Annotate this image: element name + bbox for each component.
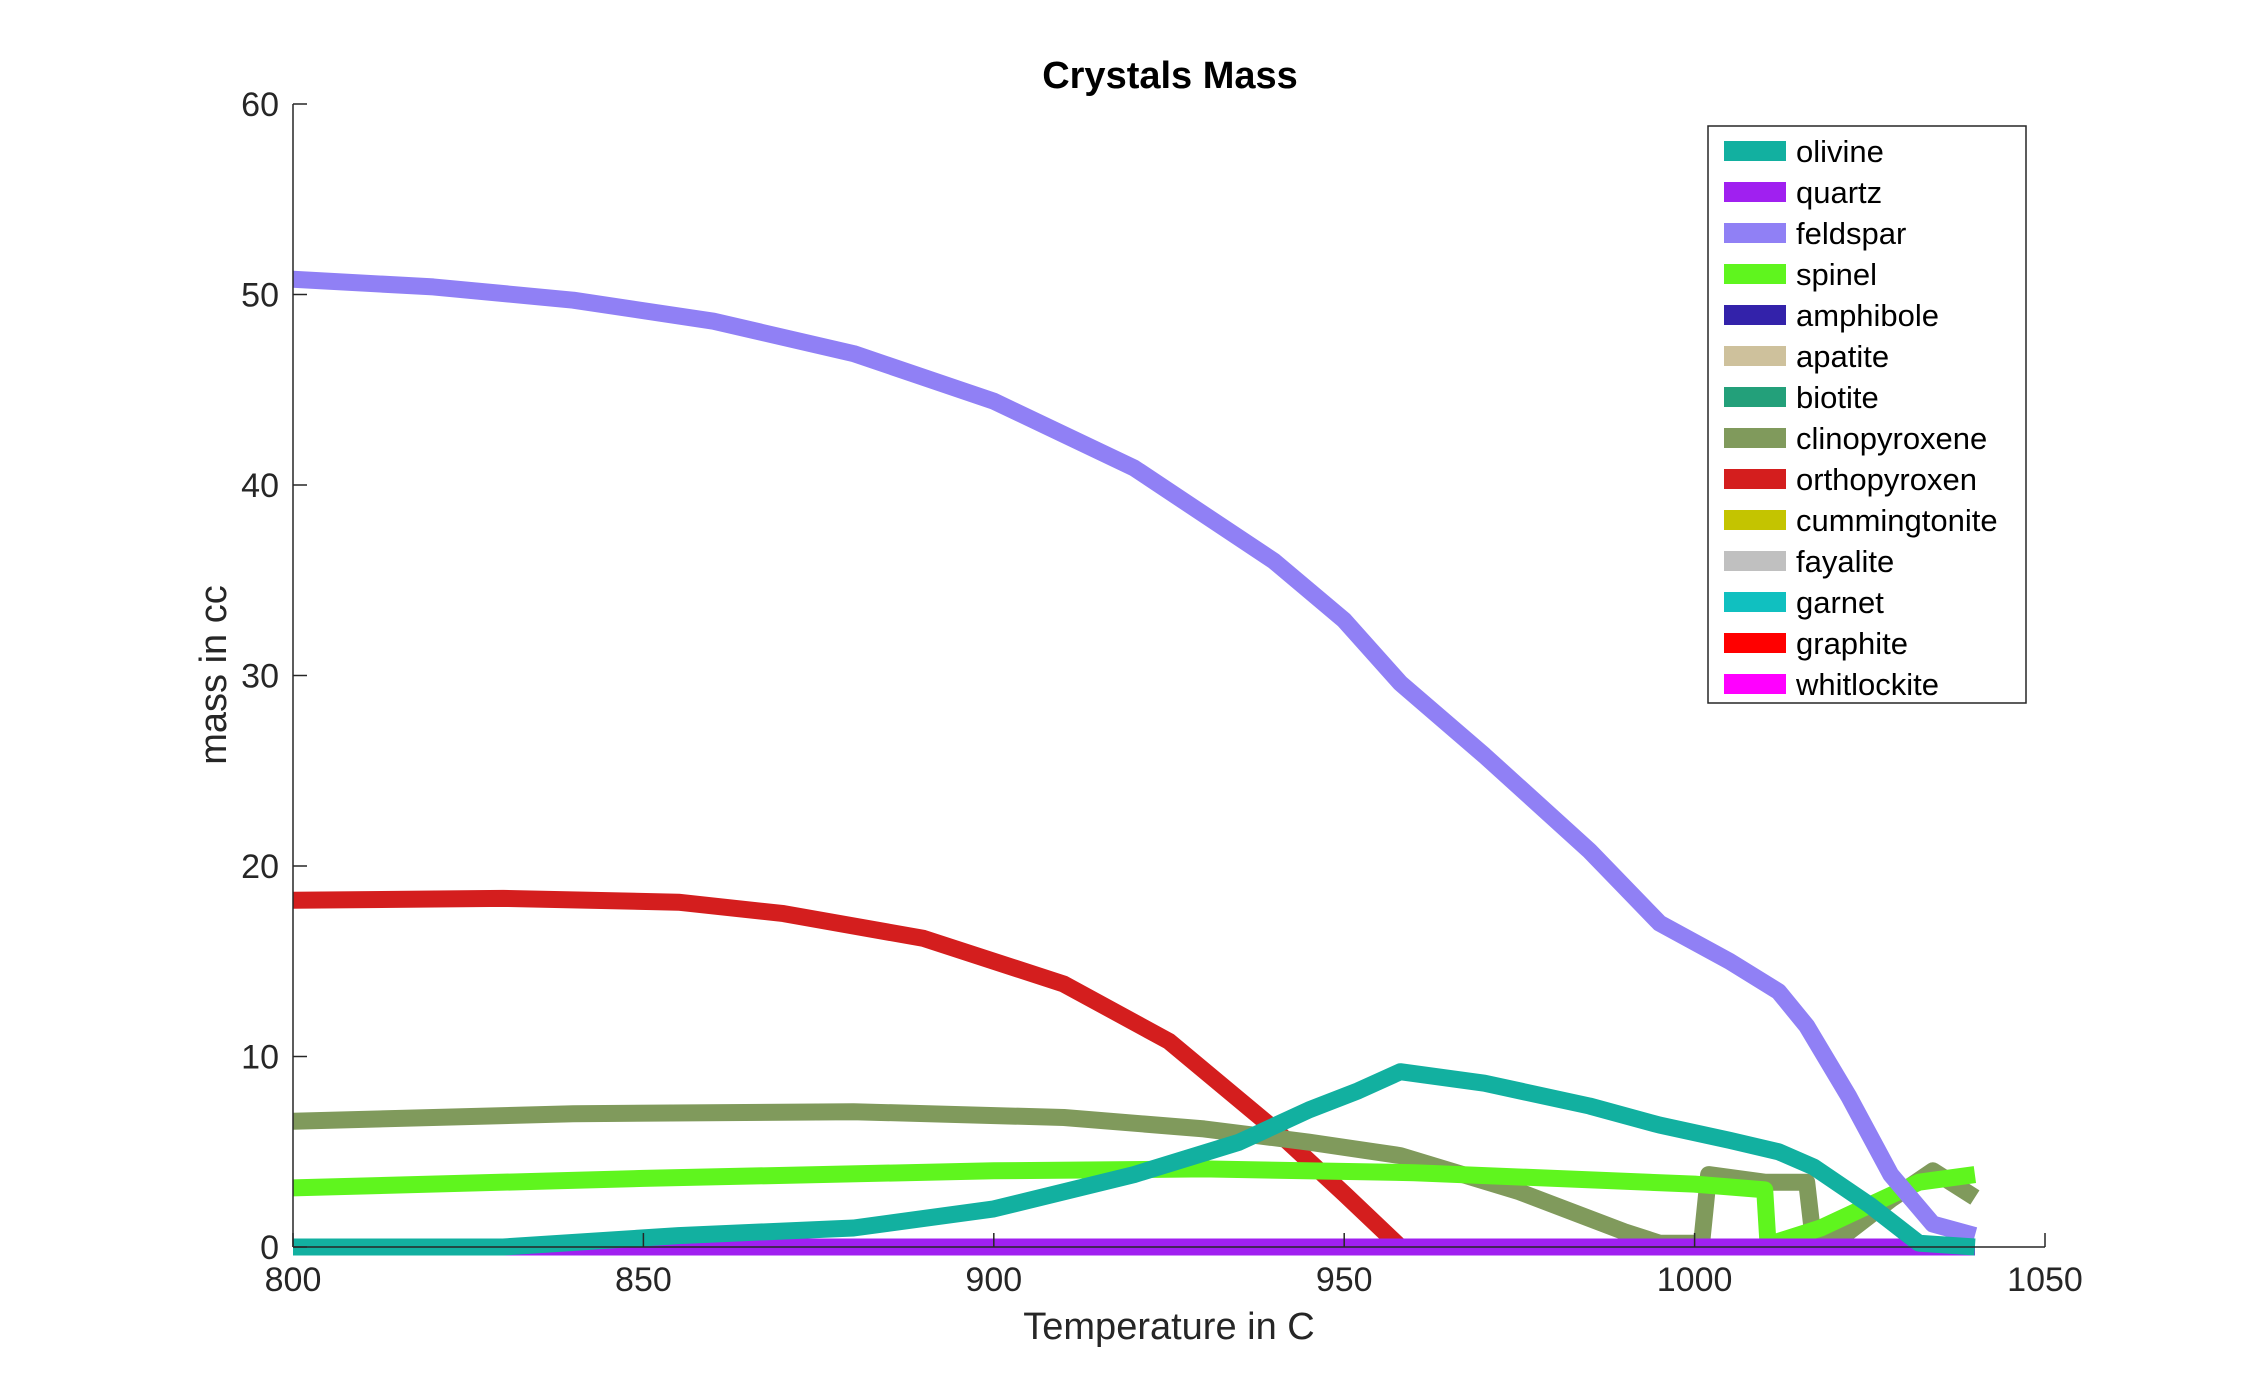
legend-label-cummingtonite: cummingtonite (1796, 503, 1998, 538)
y-tick-label: 40 (241, 467, 279, 505)
legend-swatch-spinel (1724, 264, 1786, 284)
y-axis-label: mass in cc (193, 585, 235, 764)
x-tick-label: 950 (1316, 1261, 1373, 1299)
ticks-layer: 800 850 900 950 1000 1050 0 10 20 30 40 50 60 (241, 86, 2083, 1299)
legend-swatch-amphibole (1724, 305, 1786, 325)
y-tick-label: 0 (260, 1229, 279, 1267)
legend-label-biotite: biotite (1796, 380, 1879, 415)
legend: olivine quartz feldspar spinel amphibole apat… (1707, 125, 2027, 704)
x-axis-label: Temperature in C (1023, 1306, 1314, 1348)
y-tick-label: 10 (241, 1039, 279, 1077)
legend-label-apatite: apatite (1796, 339, 1889, 374)
legend-label-graphite: graphite (1796, 626, 1908, 661)
series-line-feldspar (292, 270, 1978, 1244)
legend-label-fayalite: fayalite (1796, 544, 1894, 579)
x-tick-label: 800 (265, 1261, 322, 1299)
x-tick-label: 1050 (2007, 1261, 2083, 1299)
y-tick-label: 50 (241, 277, 279, 315)
y-tick-label: 20 (241, 848, 279, 886)
x-tick-label: 900 (965, 1261, 1022, 1299)
legend-swatch-fayalite (1724, 551, 1786, 571)
legend-label-spinel: spinel (1796, 257, 1877, 292)
chart-title: Crystals Mass (1042, 55, 1298, 97)
legend-swatch-garnet (1724, 592, 1786, 612)
legend-label-feldspar: feldspar (1796, 216, 1906, 251)
legend-swatch-orthopyroxen (1724, 469, 1786, 489)
legend-swatch-quartz (1724, 182, 1786, 202)
legend-label-garnet: garnet (1796, 585, 1884, 620)
legend-swatch-olivine (1724, 141, 1786, 161)
legend-swatch-clinopyroxene (1724, 428, 1786, 448)
legend-swatch-graphite (1724, 633, 1786, 653)
legend-swatch-biotite (1724, 387, 1786, 407)
legend-label-amphibole: amphibole (1796, 298, 1939, 333)
legend-label-clinopyroxene: clinopyroxene (1796, 421, 1987, 456)
series-line-orthopyroxen (292, 889, 1407, 1254)
legend-label-orthopyroxen: orthopyroxen (1796, 462, 1977, 497)
legend-label-whitlockite: whitlockite (1795, 667, 1939, 702)
y-tick-label: 60 (241, 86, 279, 124)
legend-label-olivine: olivine (1796, 134, 1884, 169)
legend-items: olivine quartz feldspar spinel amphibole apat… (1724, 134, 1998, 702)
legend-box (1707, 125, 2027, 704)
legend-swatch-feldspar (1724, 223, 1786, 243)
legend-swatch-cummingtonite (1724, 510, 1786, 530)
y-tick-label: 30 (241, 658, 279, 696)
legend-label-quartz: quartz (1796, 175, 1882, 210)
legend-swatch-whitlockite (1724, 674, 1786, 694)
legend-swatch-apatite (1724, 346, 1786, 366)
x-tick-label: 1000 (1657, 1261, 1733, 1299)
x-tick-label: 850 (615, 1261, 672, 1299)
series-line-olivine (293, 1063, 1976, 1256)
